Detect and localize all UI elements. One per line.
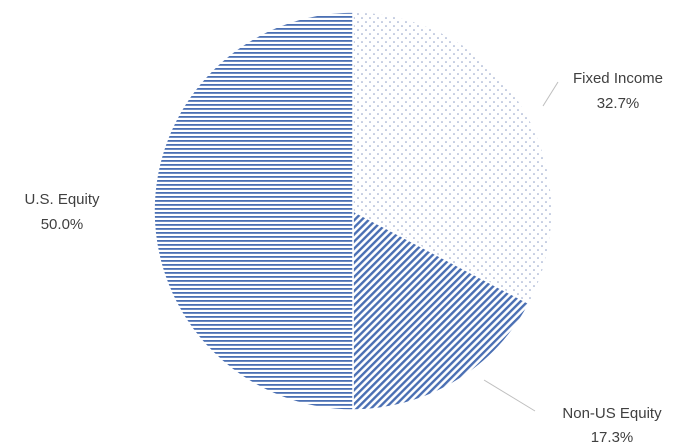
- slice-value-label: 32.7%: [597, 95, 640, 112]
- slice-value-label: 50.0%: [41, 216, 84, 233]
- slice-category-label: Fixed Income: [573, 70, 663, 87]
- slice-value-label: 17.3%: [591, 429, 634, 446]
- leader-lines: [483, 81, 559, 412]
- leader-line: [542, 81, 559, 107]
- slice-non-us-equity: [352, 209, 531, 411]
- slice-category-label: U.S. Equity: [24, 191, 100, 208]
- slice-us-equity: [153, 11, 354, 411]
- slice-fixed-income: [352, 11, 553, 305]
- pie-slices: [153, 11, 553, 411]
- leader-line: [483, 379, 536, 412]
- slice-category-label: Non-US Equity: [562, 405, 662, 422]
- slice-labels: Fixed Income 32.7% Non-US Equity 17.3% U.S. …: [24, 70, 663, 446]
